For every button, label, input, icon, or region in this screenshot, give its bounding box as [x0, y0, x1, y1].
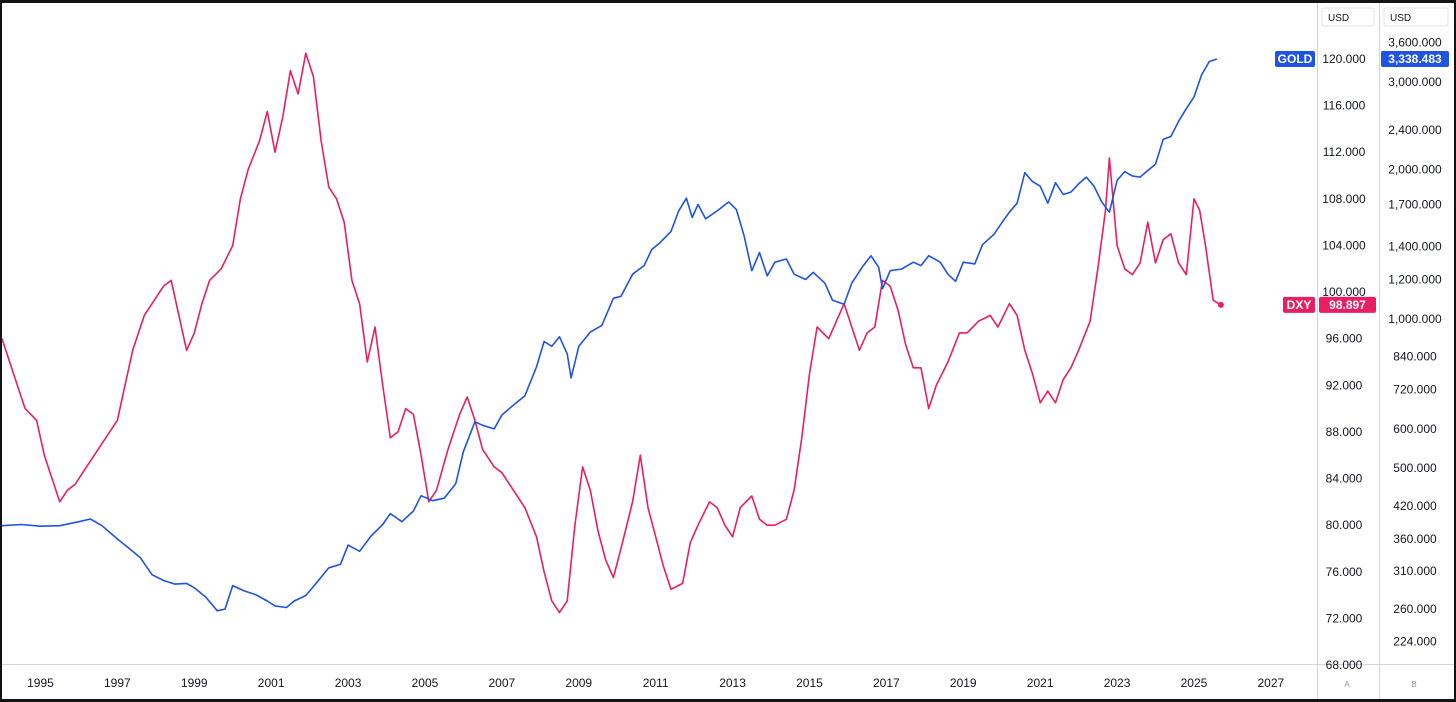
series-last-badge-dxy	[1319, 296, 1376, 313]
axis-a-tick-label: 104.000	[1322, 238, 1366, 252]
axis-a-tick-label: 92.000	[1326, 378, 1363, 392]
axis-b-tick-label: 840.000	[1393, 349, 1437, 363]
series-last-value-gold: 3,338.483	[1388, 52, 1442, 66]
axis-a-tick-label: 68.000	[1326, 658, 1363, 672]
axis-b-tick-label: 720.000	[1393, 383, 1437, 397]
axis-b-tick-label: 1,700.000	[1388, 197, 1442, 211]
axis-b-tick-label: 500.000	[1393, 461, 1437, 475]
axis-b-currency-box[interactable]	[1383, 7, 1449, 27]
plot-series-layer	[2, 52, 1224, 614]
axis-a-footer[interactable]: A	[1344, 680, 1350, 689]
series-line-gold[interactable]	[2, 58, 1218, 612]
series-name-gold: GOLD	[1278, 52, 1313, 66]
time-axis-tick-label: 2017	[873, 676, 900, 690]
time-axis-tick-label: 2027	[1258, 676, 1285, 690]
axis-b-tick-label: 310.000	[1393, 564, 1437, 578]
axis-a-tick-label: 120.000	[1322, 52, 1366, 66]
axis-b-ticks[interactable]: 3,600.000 3,000.000 2,400.000 2,000.000 1,70…	[1388, 36, 1442, 649]
axis-b-tick-label: 3,600.000	[1388, 36, 1442, 50]
axis-a-tick-label: 112.000	[1323, 145, 1366, 159]
time-axis-tick-label: 2009	[565, 676, 592, 690]
axis-a-currency-box[interactable]	[1321, 7, 1375, 27]
series-line-dxy[interactable]	[2, 52, 1222, 614]
time-axis-tick-label: 1999	[181, 676, 208, 690]
series-name-dxy: DXY	[1287, 298, 1312, 312]
axis-a-tick-label: 108.000	[1322, 192, 1366, 206]
time-axis-tick-label: 2019	[950, 676, 977, 690]
axis-b-tick-label: 1,200.000	[1388, 272, 1442, 286]
time-axis-tick-label: 2001	[258, 676, 285, 690]
axis-b-tick-label: 600.000	[1393, 422, 1437, 436]
series-labels: DXY 98.897 GOLD 3,338.483	[1275, 50, 1449, 313]
time-axis-tick-label: 2013	[719, 676, 746, 690]
time-axis-tick-label: 2021	[1027, 676, 1054, 690]
axis-a-tick-label: 100.000	[1322, 285, 1366, 299]
axis-b-footer[interactable]: B	[1411, 680, 1416, 689]
axis-b-currency: USD	[1390, 13, 1411, 24]
axis-a-tick-label: 72.000	[1326, 611, 1363, 625]
time-axis-tick-label: 2007	[489, 676, 516, 690]
time-axis-tick-label: 2023	[1104, 676, 1131, 690]
axis-b-tick-label: 1,400.000	[1388, 239, 1442, 253]
axis-a-tick-label: 96.000	[1326, 332, 1363, 346]
time-axis-ticks[interactable]: 1995 1997 1999 2001 2003 2005 2007 2009 2011 2013…	[27, 676, 1284, 690]
time-axis-tick-label: 2011	[643, 676, 669, 690]
series-name-tag-gold[interactable]	[1275, 50, 1315, 67]
axis-a-tick-label: 80.000	[1326, 518, 1363, 532]
axis-b-tick-label: 2,000.000	[1388, 162, 1442, 176]
axis-b-tick-label: 260.000	[1393, 602, 1437, 616]
axis-a-tick-label: 84.000	[1326, 472, 1363, 486]
axis-a-tick-label: 88.000	[1326, 425, 1363, 439]
plot-area	[2, 3, 1317, 663]
series-last-value-dxy: 98.897	[1329, 298, 1366, 312]
time-axis-tick-label: 2015	[796, 676, 823, 690]
axis-a-tick-label: 116.000	[1323, 99, 1366, 113]
time-axis-tick-label: 2003	[335, 676, 362, 690]
axis-b-tick-label: 420.000	[1393, 499, 1437, 513]
series-last-badge-gold	[1381, 50, 1449, 67]
time-axis-tick-label: 1997	[104, 676, 131, 690]
time-axis-tick-label: 2005	[412, 676, 439, 690]
time-axis-tick-label: 2025	[1181, 676, 1208, 690]
series-name-tag-dxy[interactable]	[1283, 296, 1315, 313]
axis-b-tick-label: 2,400.000	[1388, 123, 1442, 137]
axis-a-ticks[interactable]: 120.000 116.000 112.000 108.000 104.000 100.0…	[1322, 52, 1366, 672]
axis-b-tick-label: 224.000	[1393, 634, 1437, 648]
axis-b-tick-label: 3,000.000	[1388, 75, 1442, 89]
axis-b-tick-label: 360.000	[1393, 532, 1437, 546]
dxy-last-point	[1217, 301, 1224, 308]
axis-a-currency: USD	[1328, 13, 1349, 24]
axis-a-tick-label: 76.000	[1326, 565, 1363, 579]
chart-svg: USD USD 120.000 116.000 112.000 108.000 104.…	[2, 3, 1454, 699]
axis-b-tick-label: 1,000.000	[1388, 312, 1442, 326]
time-axis-tick-label: 1995	[27, 676, 54, 690]
